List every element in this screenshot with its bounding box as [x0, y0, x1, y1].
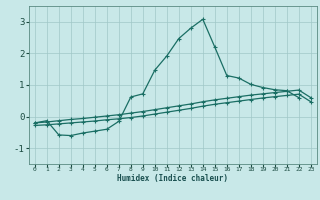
X-axis label: Humidex (Indice chaleur): Humidex (Indice chaleur)	[117, 174, 228, 183]
